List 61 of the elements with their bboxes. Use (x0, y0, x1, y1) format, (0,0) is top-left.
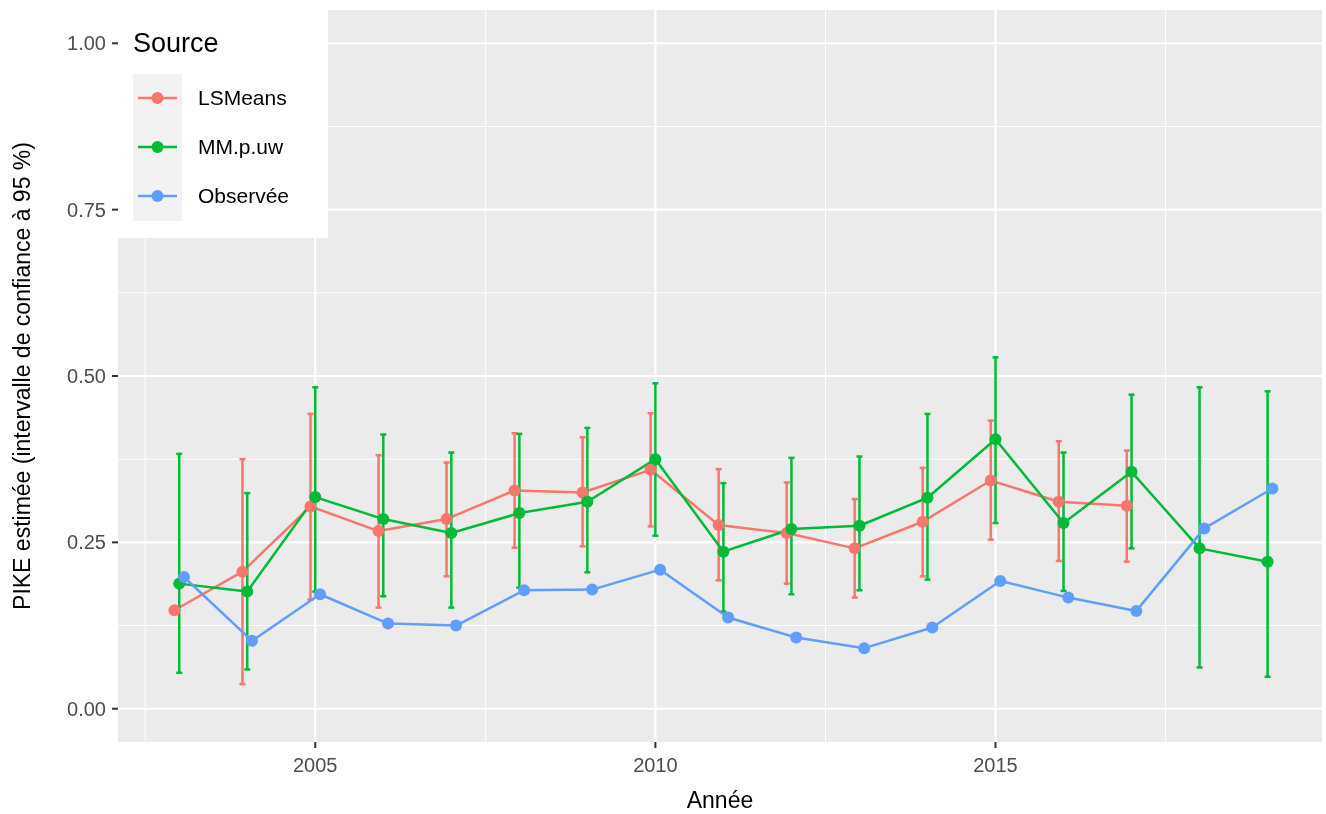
point (712, 519, 725, 532)
point (518, 584, 531, 597)
legend-title: Source (133, 28, 219, 58)
y-tick-label: 0.50 (67, 365, 106, 387)
point (168, 604, 181, 617)
y-tick-label: 0.25 (67, 531, 106, 554)
point (644, 463, 657, 476)
y-tick-label: 1.00 (67, 32, 106, 55)
y-tick-label: 0.75 (67, 198, 106, 221)
point (1130, 604, 1143, 617)
point (1261, 555, 1274, 568)
point (717, 545, 730, 558)
point (1198, 522, 1211, 535)
y-tick-label: 0.00 (67, 697, 106, 720)
point (440, 513, 453, 526)
point (508, 484, 521, 497)
point (581, 495, 594, 508)
x-tick-label: 2015 (973, 754, 1018, 776)
point (858, 642, 871, 655)
point (921, 491, 934, 504)
legend-label: MM.p.uw (198, 135, 285, 159)
point (926, 621, 939, 634)
point (649, 453, 662, 466)
point (246, 634, 259, 647)
point (790, 631, 803, 644)
point (1052, 495, 1065, 508)
point (994, 574, 1007, 587)
point (586, 583, 599, 596)
point (984, 474, 997, 487)
point (722, 611, 735, 624)
point (1193, 542, 1206, 555)
point (1062, 591, 1075, 604)
point (445, 527, 458, 540)
x-tick-label: 2010 (633, 754, 678, 776)
point (1125, 465, 1138, 478)
point (241, 585, 254, 598)
point (304, 500, 317, 513)
point (576, 486, 589, 499)
point (377, 513, 390, 526)
point (236, 565, 249, 578)
legend-label: LSMeans (198, 86, 287, 110)
point (513, 507, 526, 520)
point (1266, 482, 1279, 495)
point (372, 525, 385, 538)
point (382, 617, 395, 630)
point (853, 519, 866, 532)
x-tick-label: 2005 (293, 754, 338, 776)
point (916, 515, 929, 528)
point (1120, 499, 1133, 512)
point (654, 563, 667, 576)
point (1057, 517, 1070, 530)
point (450, 619, 463, 632)
point (177, 570, 190, 583)
x-axis-title: Année (686, 787, 754, 813)
y-axis-title: PIKE estimée (intervalle de confiance à 95 %) (9, 142, 35, 610)
point (309, 491, 322, 504)
point (848, 542, 861, 555)
point (314, 588, 327, 601)
point (785, 523, 798, 536)
legend-label: Observée (198, 184, 290, 208)
point (989, 433, 1002, 446)
